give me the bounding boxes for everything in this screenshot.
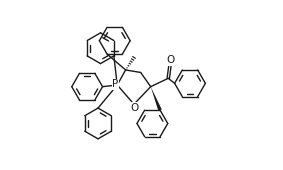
Text: O: O <box>167 55 175 65</box>
Text: O: O <box>130 103 138 113</box>
Text: P: P <box>112 80 119 89</box>
Polygon shape <box>151 87 162 111</box>
